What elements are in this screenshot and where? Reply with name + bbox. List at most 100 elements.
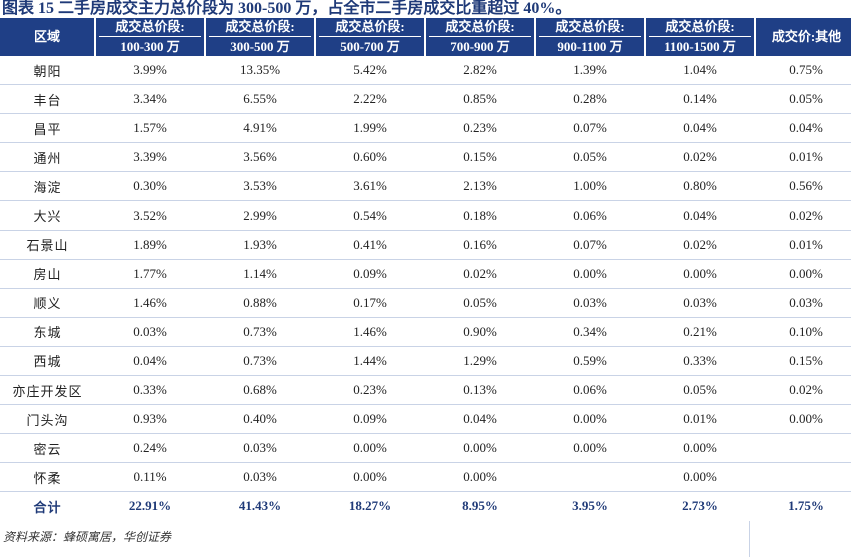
value-cell: 0.00%: [315, 462, 425, 493]
value-cell: 3.52%: [95, 200, 205, 231]
header-range: 700-900 万: [450, 39, 510, 54]
value-cell: 0.75%: [755, 56, 851, 86]
value-cell: 0.24%: [95, 433, 205, 464]
value-cell: 0.01%: [645, 404, 755, 435]
table-row: 丰台 3.34% 6.55% 2.22% 0.85% 0.28% 0.14% 0.05%: [0, 84, 851, 115]
value-cell: 0.00%: [535, 433, 645, 464]
region-cell: 怀柔: [0, 462, 95, 493]
value-cell: 0.40%: [205, 404, 315, 435]
value-cell: 0.02%: [755, 375, 851, 406]
value-cell: 0.41%: [315, 230, 425, 260]
value-cell: 0.80%: [645, 171, 755, 202]
table-row: 大兴 3.52% 2.99% 0.54% 0.18% 0.06% 0.04% 0.02%: [0, 200, 851, 231]
value-cell: 1.14%: [205, 259, 315, 289]
region-cell: 密云: [0, 433, 95, 464]
value-cell: 0.02%: [645, 230, 755, 260]
value-cell: 0.14%: [645, 84, 755, 115]
header-label: 成交总价段:: [209, 18, 311, 37]
value-cell: 2.22%: [315, 84, 425, 115]
total-label: 合计: [0, 491, 95, 522]
value-cell: 0.01%: [755, 230, 851, 260]
value-cell: 0.04%: [755, 113, 851, 144]
value-cell: 0.03%: [205, 462, 315, 493]
value-cell: 0.33%: [645, 346, 755, 377]
header-range: 500-700 万: [340, 39, 400, 54]
region-cell: 亦庄开发区: [0, 375, 95, 406]
region-cell: 丰台: [0, 84, 95, 115]
value-cell: 1.04%: [645, 56, 755, 86]
value-cell: 0.88%: [205, 288, 315, 318]
value-cell: 2.13%: [425, 171, 535, 202]
value-cell: 0.00%: [425, 433, 535, 464]
header-label: 成交总价段:: [649, 18, 751, 37]
value-cell: 0.00%: [645, 259, 755, 289]
value-cell: 0.05%: [425, 288, 535, 318]
value-cell: 0.59%: [535, 346, 645, 377]
value-cell: 2.82%: [425, 56, 535, 86]
value-cell: 5.42%: [315, 56, 425, 86]
value-cell: 0.17%: [315, 288, 425, 318]
value-cell: 1.77%: [95, 259, 205, 289]
value-cell: 0.00%: [315, 433, 425, 464]
header-label: 成交总价段:: [319, 18, 421, 37]
table-row: 怀柔 0.11% 0.03% 0.00% 0.00% 0.00%: [0, 462, 851, 493]
value-cell: 3.61%: [315, 171, 425, 202]
table-row: 东城 0.03% 0.73% 1.46% 0.90% 0.34% 0.21% 0.10%: [0, 317, 851, 347]
value-cell: 0.73%: [205, 346, 315, 377]
figure-title: 图表 15 二手房成交主力总价段为 300-500 万，占全市二手房成交比重超过…: [2, 0, 572, 17]
value-cell: 3.34%: [95, 84, 205, 115]
value-cell: 0.00%: [755, 404, 851, 435]
value-cell: 0.54%: [315, 200, 425, 231]
value-cell: 0.00%: [755, 259, 851, 289]
value-cell: 0.73%: [205, 317, 315, 347]
header-col-4: 成交总价段: 700-900 万: [425, 18, 536, 56]
value-cell: 0.93%: [95, 404, 205, 435]
value-cell: 0.00%: [425, 462, 535, 493]
table-edge-rule: [749, 521, 750, 557]
table-row: 亦庄开发区 0.33% 0.68% 0.23% 0.13% 0.06% 0.05% 0.02%: [0, 375, 851, 406]
value-cell: 0.00%: [645, 462, 755, 493]
value-cell: 3.56%: [205, 142, 315, 173]
table-row: 密云 0.24% 0.03% 0.00% 0.00% 0.00% 0.00%: [0, 433, 851, 464]
value-cell: 0.18%: [425, 200, 535, 231]
value-cell: 0.05%: [755, 84, 851, 115]
value-cell: 0.13%: [425, 375, 535, 406]
value-cell: 0.03%: [205, 433, 315, 464]
header-col-1: 成交总价段: 100-300 万: [95, 18, 206, 56]
value-cell: 0.00%: [645, 433, 755, 464]
value-cell: 0.00%: [535, 259, 645, 289]
region-cell: 门头沟: [0, 404, 95, 435]
value-cell: 0.16%: [425, 230, 535, 260]
total-value-cell: 1.75%: [755, 491, 851, 522]
value-cell: 4.91%: [205, 113, 315, 144]
total-value-cell: 41.43%: [205, 491, 315, 522]
value-cell: 1.39%: [535, 56, 645, 86]
table-row: 西城 0.04% 0.73% 1.44% 1.29% 0.59% 0.33% 0.15%: [0, 346, 851, 377]
value-cell: 1.44%: [315, 346, 425, 377]
value-cell: 0.06%: [535, 200, 645, 231]
header-region: 区域: [0, 18, 96, 56]
value-cell: 0.10%: [755, 317, 851, 347]
table-row: 海淀 0.30% 3.53% 3.61% 2.13% 1.00% 0.80% 0.56%: [0, 171, 851, 202]
table-row: 石景山 1.89% 1.93% 0.41% 0.16% 0.07% 0.02% 0.01%: [0, 230, 851, 260]
value-cell: 0.04%: [95, 346, 205, 377]
value-cell: 13.35%: [205, 56, 315, 86]
header-other: 成交价:其他: [755, 18, 851, 56]
value-cell: 0.30%: [95, 171, 205, 202]
header-col-5: 成交总价段: 900-1100 万: [535, 18, 646, 56]
table-header-row: 区域 成交总价段: 100-300 万 成交总价段: 300-500 万 成交总价段…: [0, 18, 851, 56]
value-cell: 0.09%: [315, 404, 425, 435]
value-cell: 0.90%: [425, 317, 535, 347]
table-row: 朝阳 3.99% 13.35% 5.42% 2.82% 1.39% 1.04% 0.75%: [0, 56, 851, 86]
value-cell: 3.53%: [205, 171, 315, 202]
value-cell: 0.02%: [755, 200, 851, 231]
region-cell: 通州: [0, 142, 95, 173]
table-row: 通州 3.39% 3.56% 0.60% 0.15% 0.05% 0.02% 0.01%: [0, 142, 851, 173]
header-range: 1100-1500 万: [664, 39, 736, 54]
table-row: 顺义 1.46% 0.88% 0.17% 0.05% 0.03% 0.03% 0.03%: [0, 288, 851, 318]
value-cell: 0.56%: [755, 171, 851, 202]
header-col-6: 成交总价段: 1100-1500 万: [645, 18, 756, 56]
total-value-cell: 8.95%: [425, 491, 535, 522]
value-cell: 0.60%: [315, 142, 425, 173]
value-cell: 1.29%: [425, 346, 535, 377]
